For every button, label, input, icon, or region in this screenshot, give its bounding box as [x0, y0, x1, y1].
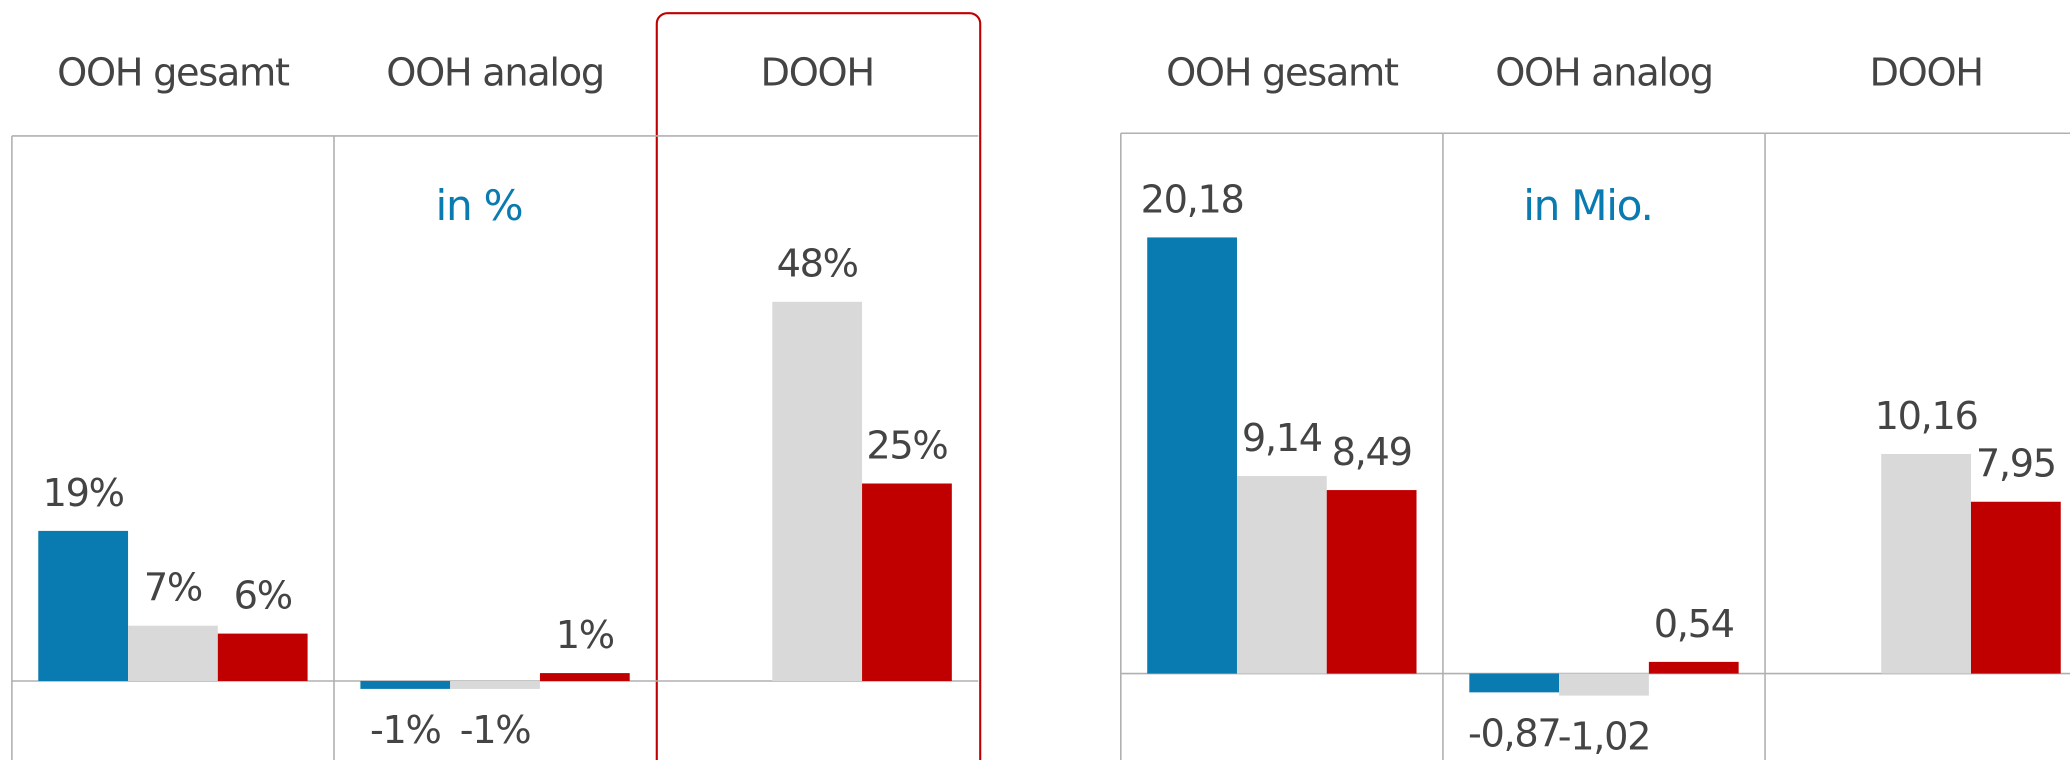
- highlight-box: [655, 12, 982, 760]
- bar: [128, 625, 218, 682]
- bar: [539, 673, 630, 682]
- value-label: 19%: [43, 471, 124, 516]
- category-label: OOH analog: [1495, 51, 1713, 96]
- value-label: 8,49: [1332, 430, 1412, 475]
- bar: [38, 530, 129, 682]
- value-label: 1%: [556, 613, 614, 658]
- value-label: 48%: [777, 242, 858, 287]
- bar: [360, 681, 451, 689]
- bar: [1147, 237, 1237, 674]
- category-label: OOH gesamt: [1166, 51, 1399, 96]
- bar: [1559, 673, 1649, 696]
- bar: [1326, 490, 1417, 674]
- bar: [1236, 476, 1327, 674]
- value-label: -0,87: [1468, 711, 1560, 756]
- category-label: DOOH: [1869, 51, 1982, 96]
- value-label: -1%: [460, 708, 531, 753]
- value-label: 9,14: [1242, 416, 1322, 461]
- bar: [1881, 453, 1971, 674]
- value-label: 7%: [144, 566, 202, 611]
- bar: [772, 301, 863, 682]
- value-label: 6%: [234, 573, 292, 618]
- annotation: in Mio.: [1523, 181, 1652, 230]
- value-label: 0,54: [1654, 602, 1734, 647]
- category-label: OOH gesamt: [57, 51, 290, 96]
- value-label: 25%: [866, 423, 947, 468]
- category-label: DOOH: [761, 51, 874, 96]
- bar: [1469, 673, 1560, 693]
- value-label: 7,95: [1976, 442, 2056, 487]
- value-label: 10,16: [1875, 394, 1978, 439]
- bar: [1970, 501, 2061, 674]
- bar: [1648, 661, 1739, 674]
- bar: [217, 633, 308, 682]
- annotation: in %: [436, 181, 523, 230]
- value-label: 20,18: [1141, 177, 1244, 222]
- value-label: -1,02: [1558, 715, 1650, 760]
- category-label: OOH analog: [386, 51, 604, 96]
- bar: [862, 483, 952, 682]
- value-label: -1%: [370, 708, 441, 753]
- bar: [450, 681, 540, 689]
